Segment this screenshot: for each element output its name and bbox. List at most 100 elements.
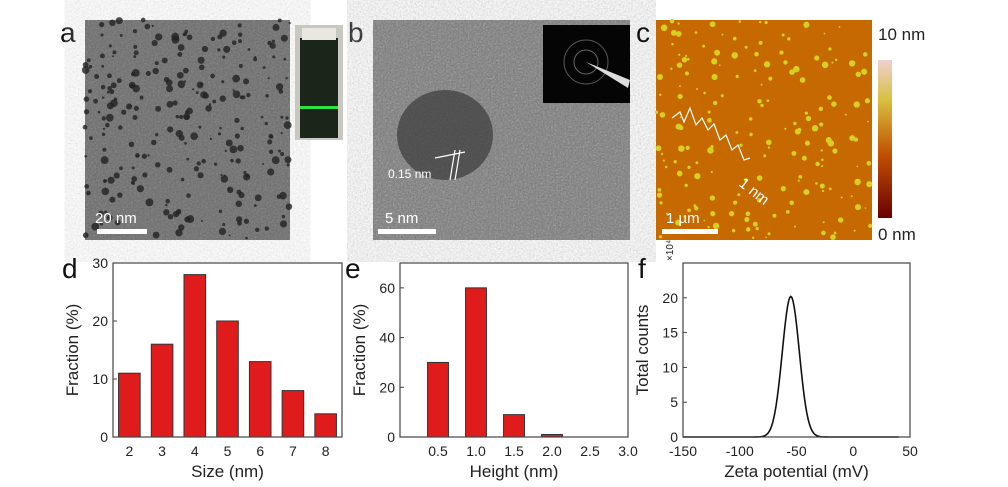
afm-particle-dot bbox=[720, 94, 724, 98]
afm-particle-dot bbox=[751, 236, 755, 239]
nanoparticle-dot bbox=[218, 227, 227, 236]
afm-particle-dot bbox=[656, 74, 663, 80]
afm-particle-dot bbox=[854, 178, 861, 186]
bar bbox=[503, 414, 525, 438]
nanoparticle-dot bbox=[106, 214, 113, 221]
y-tick-label: 0 bbox=[387, 429, 395, 445]
x-tick-label: -100 bbox=[726, 443, 754, 459]
afm-particle-dot bbox=[861, 68, 868, 75]
nanoparticle-dot bbox=[232, 90, 241, 99]
nanoparticle-dot bbox=[175, 114, 180, 119]
afm-particle-dot bbox=[820, 149, 823, 152]
nanoparticle-dot bbox=[155, 105, 162, 112]
nanoparticle-dot bbox=[278, 149, 281, 153]
nanoparticle-dot bbox=[182, 33, 186, 36]
bar bbox=[216, 320, 239, 438]
afm-particle-dot bbox=[735, 130, 739, 134]
nanoparticle-dot bbox=[108, 44, 112, 48]
nanoparticle-dot bbox=[147, 154, 150, 157]
afm-particle-dot bbox=[863, 52, 868, 57]
nanoparticle-dot bbox=[105, 122, 110, 128]
x-tick-label: 0.5 bbox=[428, 443, 448, 459]
nanoparticle-dot bbox=[84, 184, 90, 189]
afm-particle-dot bbox=[744, 216, 750, 223]
y-tick-label: 10 bbox=[662, 359, 678, 375]
afm-particle-dot bbox=[855, 71, 861, 78]
afm-particle-dot bbox=[821, 165, 824, 168]
bar bbox=[183, 274, 207, 438]
nanoparticle-dot bbox=[83, 96, 90, 102]
nanoparticle-dot bbox=[193, 166, 200, 172]
nanoparticle-dot bbox=[131, 176, 138, 182]
nanoparticle-dot bbox=[106, 73, 112, 79]
nanoparticle-dot bbox=[178, 134, 185, 141]
nanoparticle-dot bbox=[180, 177, 185, 182]
nanoparticle-dot bbox=[163, 76, 170, 83]
nanoparticle-dot bbox=[184, 142, 187, 145]
nanoparticle-dot bbox=[82, 61, 89, 68]
afm-particle-dot bbox=[675, 31, 682, 37]
plot-frame bbox=[112, 262, 343, 438]
afm-particle-dot bbox=[678, 53, 681, 56]
afm-particle-dot bbox=[677, 22, 680, 25]
nanoparticle-dot bbox=[247, 48, 251, 51]
nanoparticle bbox=[397, 90, 493, 180]
nanoparticle-dot bbox=[186, 193, 191, 198]
afm-particle-dot bbox=[673, 160, 677, 164]
afm-particle-dot bbox=[821, 61, 829, 69]
afm-particle-dot bbox=[679, 85, 681, 88]
afm-particle-dot bbox=[719, 64, 721, 67]
nanoparticle-dot bbox=[222, 222, 226, 227]
nanoparticle-dot bbox=[177, 44, 185, 51]
afm-particle-dot bbox=[804, 111, 809, 115]
nanoparticle-dot bbox=[225, 139, 233, 147]
nanoparticle-dot bbox=[201, 158, 207, 164]
afm-particle-dot bbox=[732, 36, 737, 41]
nanoparticle-dot bbox=[86, 58, 91, 63]
nanoparticle-dot bbox=[128, 141, 135, 148]
nanoparticle-dot bbox=[197, 172, 204, 179]
afm-particle-dot bbox=[703, 91, 706, 95]
plot-frame bbox=[682, 262, 911, 438]
nanoparticle-dot bbox=[99, 22, 105, 28]
afm-particle-dot bbox=[754, 51, 759, 57]
afm-particle-dot bbox=[793, 65, 800, 73]
nanoparticle-dot bbox=[238, 39, 242, 44]
nanoparticle-dot bbox=[113, 97, 118, 102]
afm-particle-dot bbox=[819, 183, 825, 189]
nanoparticle-dot bbox=[117, 192, 123, 198]
afm-particle-dot bbox=[831, 101, 837, 107]
afm-particle-dot bbox=[814, 55, 820, 61]
afm-particle-dot bbox=[833, 231, 837, 235]
nanoparticle-dot bbox=[106, 90, 110, 94]
afm-particle-dot bbox=[684, 71, 690, 76]
afm-particle-dot bbox=[815, 182, 818, 185]
afm-particle-dot bbox=[815, 161, 820, 167]
afm-particle-dot bbox=[696, 88, 698, 90]
y-tick-label: 0 bbox=[100, 429, 108, 445]
nanoparticle-dot bbox=[145, 198, 154, 207]
nanoparticle-dot bbox=[100, 33, 104, 37]
afm-particle-dot bbox=[765, 236, 767, 239]
nanoparticle-dot bbox=[178, 209, 181, 212]
afm-particle-dot bbox=[838, 25, 841, 28]
nanoparticle-dot bbox=[171, 32, 180, 41]
nanoparticle-dot bbox=[228, 234, 231, 237]
panel-b-hrtem-image: b 0.15 nm 5 nm bbox=[348, 17, 630, 240]
afm-particle-dot bbox=[840, 196, 843, 199]
nanoparticle-dot bbox=[192, 88, 195, 91]
chart-f: -150 -100 -50 0 50 ×10⁴ 0 5 10 15 20 Zeta potential… bbox=[633, 240, 918, 481]
afm-particle-dot bbox=[755, 227, 759, 231]
afm-particle-dot bbox=[756, 175, 763, 181]
nanoparticle-dot bbox=[82, 232, 89, 239]
nanoparticle-dot bbox=[280, 115, 284, 119]
afm-particle-dot bbox=[744, 45, 748, 49]
nanoparticle-dot bbox=[114, 219, 121, 226]
afm-particle-dot bbox=[828, 47, 832, 51]
afm-particle-dot bbox=[758, 40, 763, 45]
nanoparticle-dot bbox=[166, 85, 174, 93]
nanoparticle-dot bbox=[118, 125, 123, 130]
nanoparticle-dot bbox=[163, 209, 170, 216]
nanoparticle-dot bbox=[131, 166, 135, 170]
afm-particle-dot bbox=[676, 170, 683, 177]
